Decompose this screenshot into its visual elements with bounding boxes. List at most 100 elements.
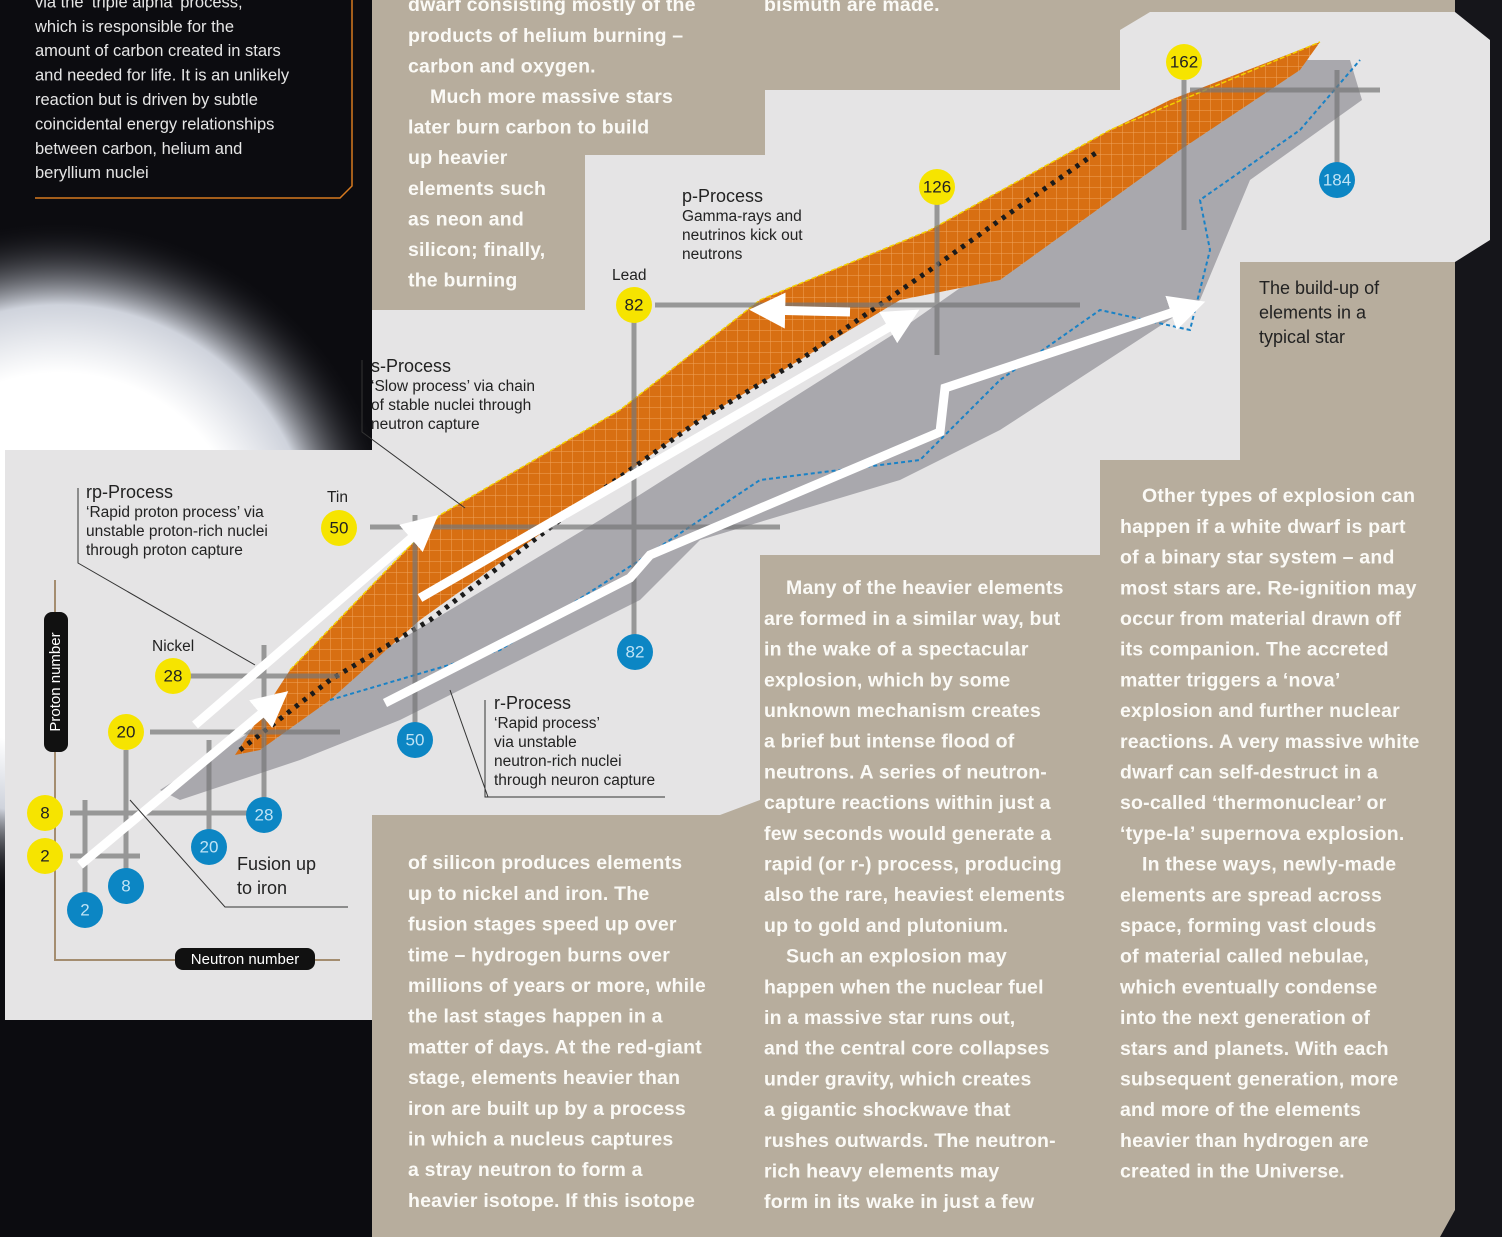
magic-number: 20 <box>117 722 136 741</box>
process-description: ‘Rapid proton process’ via <box>86 504 264 521</box>
article-line: dwarf can self-destruct in a <box>1120 761 1378 783</box>
article-line: a brief but intense flood of <box>764 731 1015 753</box>
process-description: ‘Rapid process’ <box>494 715 600 732</box>
article-line: space, forming vast clouds <box>1120 915 1377 937</box>
article-line: matter triggers a ‘nova’ <box>1120 669 1340 691</box>
article-line: dwarf consisting mostly of the <box>408 0 696 16</box>
magic-number: 162 <box>1170 52 1198 71</box>
process-description: via unstable <box>494 734 577 751</box>
element-label: Nickel <box>152 638 194 655</box>
article-line: as neon and <box>408 208 524 230</box>
article-line: under gravity, which creates <box>764 1068 1032 1090</box>
y-axis-label: Proton number <box>47 632 64 731</box>
article-line: stars and planets. With each <box>1120 1038 1389 1060</box>
article-line: time – hydrogen burns over <box>408 944 670 966</box>
article-line: happen when the nuclear fuel <box>764 976 1044 998</box>
article-line: of a binary star system – and <box>1120 547 1395 569</box>
process-description: through neuron capture <box>494 772 655 789</box>
article-line: are formed in a similar way, but <box>764 608 1061 630</box>
article-line: fusion stages speed up over <box>408 914 677 936</box>
article-line: of silicon produces elements <box>408 852 682 874</box>
article-line: its companion. The accreted <box>1120 639 1389 661</box>
process-description: through proton capture <box>86 542 243 559</box>
process-description: Gamma-rays and <box>682 208 802 225</box>
magazine-page: via the ‘triple alpha’ process, which is … <box>0 0 1502 1237</box>
process-description: neutron-rich nuclei <box>494 753 622 770</box>
article-line: matter of days. At the red-giant <box>408 1036 702 1058</box>
article-line: elements are spread across <box>1120 884 1382 906</box>
magic-number: 20 <box>200 837 219 856</box>
article-line: iron are built up by a process <box>408 1098 686 1120</box>
article-line: most stars are. Re-ignition may <box>1120 577 1417 599</box>
process-description: neutron capture <box>371 416 480 433</box>
magic-number: 2 <box>40 846 49 865</box>
process-description: ‘Slow process’ via chain <box>371 378 535 395</box>
article-line: reactions. A very massive white <box>1120 731 1420 753</box>
process-title: s-Process <box>371 356 451 376</box>
magic-number: 50 <box>330 518 349 537</box>
article-line: of material called nebulae, <box>1120 946 1369 968</box>
article-line: up to gold and plutonium. <box>764 915 1008 937</box>
page: via the ‘triple alpha’ process, which is … <box>0 0 1502 1237</box>
magic-number: 50 <box>406 730 425 749</box>
article-line: explosion and further nuclear <box>1120 700 1400 722</box>
article-line: unknown mechanism creates <box>764 700 1041 722</box>
sidebar-line: which is responsible for the <box>34 18 234 36</box>
article-line: up heavier <box>408 147 508 169</box>
sidebar-line: via the ‘triple alpha’ process, <box>35 0 243 11</box>
article-line: rushes outwards. The neutron- <box>764 1130 1056 1152</box>
process-description: neutrons <box>682 246 743 263</box>
fusion-label: Fusion up <box>237 854 316 874</box>
magic-number: 28 <box>255 805 274 824</box>
article-line: ‘type-Ia’ supernova explosion. <box>1120 823 1405 845</box>
sidebar-line: beryllium nuclei <box>35 164 149 182</box>
article-line: silicon; finally, <box>408 239 545 261</box>
magic-number: 82 <box>626 642 645 661</box>
element-label: Tin <box>327 489 348 506</box>
article-line: happen if a white dwarf is part <box>1120 516 1406 538</box>
article-line: and more of the elements <box>1120 1099 1361 1121</box>
x-axis-label: Neutron number <box>191 951 299 968</box>
article-line: which eventually condense <box>1119 976 1378 998</box>
article-line: elements such <box>408 178 546 200</box>
process-description: neutrinos kick out <box>682 227 803 244</box>
magic-number: 8 <box>121 876 130 895</box>
article-line: form in its wake in just a few <box>764 1191 1035 1213</box>
magic-number: 8 <box>40 803 49 822</box>
article-line: in which a nucleus captures <box>408 1128 673 1150</box>
article-line: rapid (or r-) process, producing <box>764 853 1062 875</box>
magic-number: 2 <box>80 900 89 919</box>
article-line: products of helium burning – <box>408 25 683 47</box>
article-line: in a massive star runs out, <box>764 1007 1015 1029</box>
article-line: a gigantic shockwave that <box>764 1099 1011 1121</box>
caption-line: The build-up of <box>1259 278 1380 298</box>
sidebar-line: between carbon, helium and <box>35 140 242 158</box>
article-line: heavier than hydrogen are <box>1120 1130 1369 1152</box>
article-line: neutrons. A series of neutron- <box>764 761 1047 783</box>
caption-line: elements in a <box>1259 302 1367 322</box>
article-line: Much more massive stars <box>430 86 673 108</box>
article-line: Such an explosion may <box>786 946 1007 968</box>
article-line: and the central core collapses <box>764 1038 1050 1060</box>
article-line: few seconds would generate a <box>764 823 1051 845</box>
element-label: Lead <box>612 267 646 284</box>
article-line: occur from material drawn off <box>1120 608 1401 630</box>
process-description: of stable nuclei through <box>371 397 531 414</box>
article-line: heavier isotope. If this isotope <box>408 1190 695 1212</box>
sidebar-line: and needed for life. It is an unlikely <box>35 67 290 85</box>
article-line: bismuth are made. <box>764 0 940 16</box>
article-line: capture reactions within just a <box>764 792 1051 814</box>
article-line: also the rare, heaviest elements <box>764 884 1065 906</box>
article-line: Many of the heavier elements <box>786 577 1064 599</box>
article-line: stage, elements heavier than <box>408 1067 680 1089</box>
sidebar-line: reaction but is driven by subtle <box>35 91 258 109</box>
caption-line: typical star <box>1259 327 1345 347</box>
article-line: up to nickel and iron. The <box>408 883 649 905</box>
article-line: explosion, which by some <box>764 669 1010 691</box>
magic-number: 126 <box>923 177 951 196</box>
article-line: the burning <box>408 270 517 292</box>
article-line: a stray neutron to form a <box>408 1159 643 1181</box>
article-line: subsequent generation, more <box>1120 1068 1398 1090</box>
process-title: p-Process <box>682 186 763 206</box>
article-line: Other types of explosion can <box>1142 485 1415 507</box>
